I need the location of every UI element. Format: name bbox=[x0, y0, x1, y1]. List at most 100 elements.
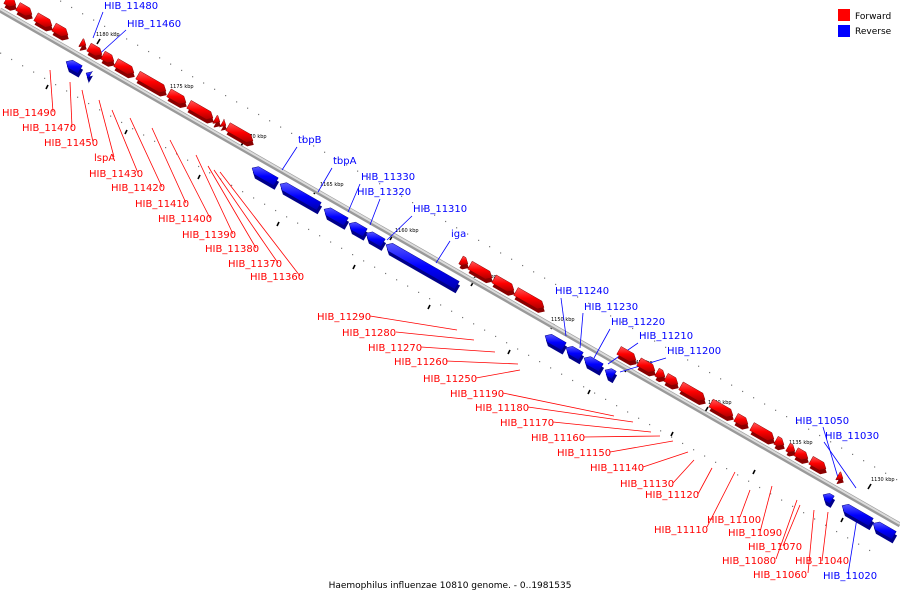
reverse-gene-arrow bbox=[565, 346, 584, 361]
forward-gene-arrow bbox=[636, 357, 656, 373]
scale-dot bbox=[885, 472, 887, 474]
genome-backbone bbox=[0, 7, 900, 528]
leader-line bbox=[782, 504, 801, 547]
tick-label: 1135 kbp bbox=[789, 440, 813, 446]
scale-dot bbox=[770, 493, 772, 495]
scale-dot bbox=[423, 208, 425, 210]
scale-dot bbox=[720, 378, 722, 380]
gene-label: HIB_11330 bbox=[361, 172, 415, 183]
scale-dot bbox=[506, 342, 508, 344]
scale-dot bbox=[385, 272, 387, 275]
gene-label: HIB_11250 bbox=[423, 374, 477, 385]
scale-dot bbox=[583, 386, 585, 388]
scale-dot bbox=[286, 216, 288, 218]
gene-label: HIB_11190 bbox=[450, 389, 504, 400]
leader-line bbox=[213, 169, 279, 264]
leader-line bbox=[552, 421, 652, 433]
forward-gene-arrow bbox=[678, 381, 706, 402]
reverse-gene-arrow bbox=[365, 231, 386, 248]
forward-gene-arrow bbox=[708, 398, 734, 418]
leader-line bbox=[151, 127, 187, 204]
tick-label: 1160 kbp bbox=[395, 228, 419, 234]
scale-dot bbox=[407, 285, 409, 287]
scale-dot bbox=[121, 121, 123, 124]
scale-dot bbox=[709, 371, 711, 374]
scale-dot bbox=[302, 139, 304, 141]
scale-dot bbox=[269, 120, 271, 122]
scale-dot bbox=[214, 88, 216, 90]
scale-dot bbox=[764, 403, 766, 405]
scale-dot bbox=[143, 134, 145, 136]
leader-line bbox=[672, 459, 695, 484]
leader-line bbox=[195, 154, 234, 235]
scale-dot bbox=[660, 430, 662, 432]
gene-features bbox=[3, 0, 898, 544]
forward-gene-arrow bbox=[113, 58, 135, 75]
scale-dot bbox=[731, 384, 733, 386]
scale-dot bbox=[44, 77, 46, 79]
gene-label: HIB_11390 bbox=[182, 230, 236, 241]
scale-dot bbox=[242, 191, 244, 193]
scale-dot bbox=[616, 405, 618, 407]
legend-forward-label: Forward bbox=[855, 12, 891, 22]
leader-line bbox=[98, 99, 115, 158]
scale-dot bbox=[341, 247, 343, 249]
scale-dot bbox=[726, 468, 728, 470]
scale-dot bbox=[896, 478, 898, 481]
reverse-gene-arrow bbox=[251, 166, 279, 187]
scale-dot bbox=[561, 373, 563, 375]
reverse-gene-arrow bbox=[85, 71, 94, 80]
legend-reverse-swatch bbox=[838, 25, 850, 37]
legend-reverse-label: Reverse bbox=[855, 27, 892, 37]
scale-dot bbox=[99, 109, 101, 111]
leader-line bbox=[775, 499, 798, 560]
scale-dots bbox=[0, 0, 898, 552]
scale-dot bbox=[654, 340, 656, 342]
forward-gene-arrow bbox=[186, 100, 214, 120]
scale-dot bbox=[572, 379, 574, 382]
leader-line bbox=[560, 297, 567, 337]
scale-dot bbox=[759, 486, 761, 489]
gene-label: HIB_11230 bbox=[584, 302, 638, 313]
leader-line bbox=[207, 165, 257, 249]
forward-gene-arrow bbox=[100, 50, 115, 64]
scale-dot bbox=[374, 266, 376, 268]
leader-line bbox=[821, 511, 829, 562]
scale-dot bbox=[308, 228, 310, 231]
scale-dot bbox=[467, 233, 469, 235]
leader-line bbox=[807, 509, 815, 574]
scale-dot bbox=[429, 298, 431, 300]
forward-gene-arrow bbox=[835, 471, 844, 481]
tick-mark bbox=[276, 221, 280, 227]
scale-dot bbox=[264, 203, 266, 205]
scale-dot bbox=[649, 423, 651, 426]
scale-dot bbox=[60, 0, 62, 2]
forward-gene-arrow bbox=[793, 447, 809, 461]
gene-label: HIB_11290 bbox=[317, 312, 371, 323]
scale-dot bbox=[533, 271, 535, 273]
tick-mark bbox=[867, 483, 872, 490]
reverse-gene-arrow bbox=[348, 221, 368, 237]
scale-dot bbox=[11, 58, 13, 61]
scale-dot bbox=[786, 416, 788, 418]
scale-dot bbox=[511, 258, 513, 260]
forward-gene-arrow bbox=[166, 88, 187, 105]
forward-gene-arrow bbox=[491, 274, 515, 292]
scale-dot bbox=[803, 512, 805, 514]
scale-dot bbox=[291, 132, 293, 134]
leader-line bbox=[642, 451, 689, 468]
leader-line bbox=[593, 328, 611, 359]
leader-line bbox=[759, 485, 773, 533]
forward-gene-arrow bbox=[733, 413, 749, 426]
gene-labels: HIB_11480 HIB_11460 tbpB tbpA HIB_11330 HIB_1… bbox=[2, 1, 879, 582]
leader-line bbox=[579, 312, 584, 349]
tick-label: 1165 kbp bbox=[320, 182, 344, 188]
legend: Forward Reverse bbox=[838, 9, 892, 37]
forward-gene-arrow bbox=[663, 373, 679, 386]
gene-label: HIB_11270 bbox=[368, 343, 422, 354]
scale-dot bbox=[621, 321, 623, 323]
scale-dot bbox=[396, 279, 398, 281]
scale-dot bbox=[715, 461, 717, 463]
forward-gene-arrow bbox=[785, 442, 796, 453]
